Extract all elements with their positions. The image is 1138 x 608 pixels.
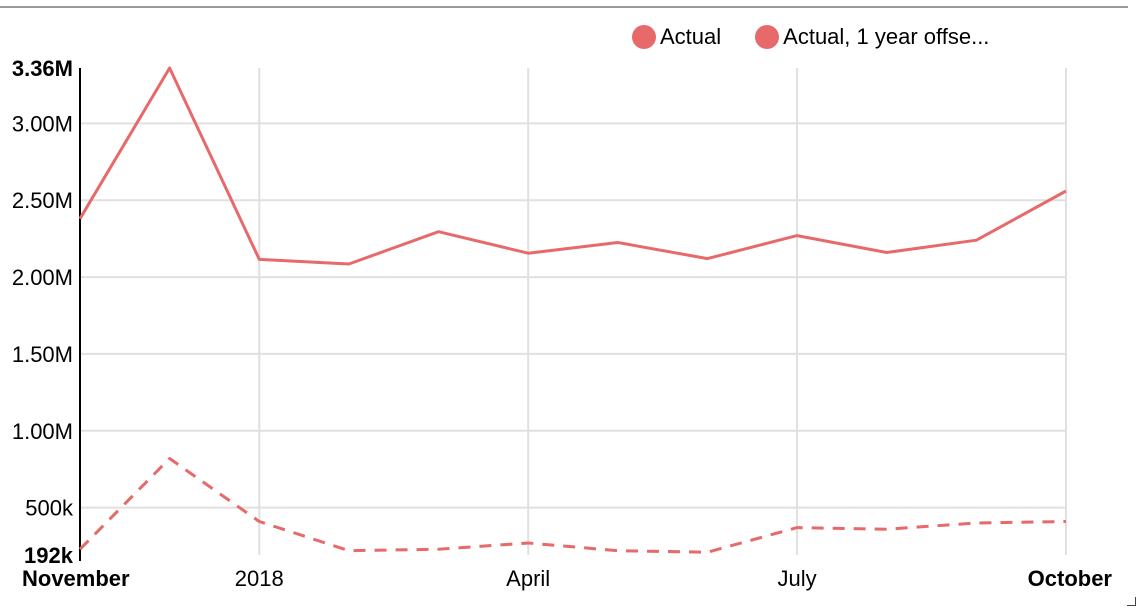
legend-item-actual[interactable]: Actual: [632, 24, 721, 50]
vertical-gridlines: [258, 68, 1067, 555]
legend-marker-actual: [632, 25, 656, 49]
y-tick-label: 1.00M: [12, 419, 73, 444]
legend-label-offset: Actual, 1 year offse...: [783, 24, 990, 49]
y-tick-label: 2.50M: [12, 188, 73, 213]
horizontal-gridlines: [80, 122, 1066, 509]
x-tick-label: 2018: [235, 566, 284, 591]
y-axis-tick-labels: 192k 500k 1.00M 1.50M 2.00M 2.50M 3.00M 3.36M: [12, 56, 74, 568]
x-tick-label: October: [1028, 566, 1113, 591]
x-tick-label: July: [778, 566, 817, 591]
y-tick-label: 3.00M: [12, 111, 73, 136]
series-line-actual-1-year-offset: [78, 457, 1067, 554]
legend: Actual Actual, 1 year offse...: [632, 24, 1023, 50]
y-tick-label: 1.50M: [12, 342, 73, 367]
x-tick-label: November: [22, 566, 130, 591]
y-tick-label: 2.00M: [12, 265, 73, 290]
legend-label-actual: Actual: [660, 24, 722, 49]
y-tick-label: 3.36M: [12, 56, 73, 81]
legend-marker-offset: [755, 25, 780, 49]
x-axis-tick-labels: November 2018 April July October: [22, 566, 1112, 591]
legend-item-offset[interactable]: Actual, 1 year offse...: [755, 24, 989, 50]
y-tick-label: 500k: [25, 496, 74, 521]
series-line-actual: [78, 66, 1067, 266]
top-divider: [0, 6, 1128, 8]
series-lines: [78, 66, 1067, 554]
x-tick-label: April: [506, 566, 550, 591]
resize-handle[interactable]: [1127, 597, 1136, 606]
y-tick-label: 192k: [24, 543, 74, 568]
